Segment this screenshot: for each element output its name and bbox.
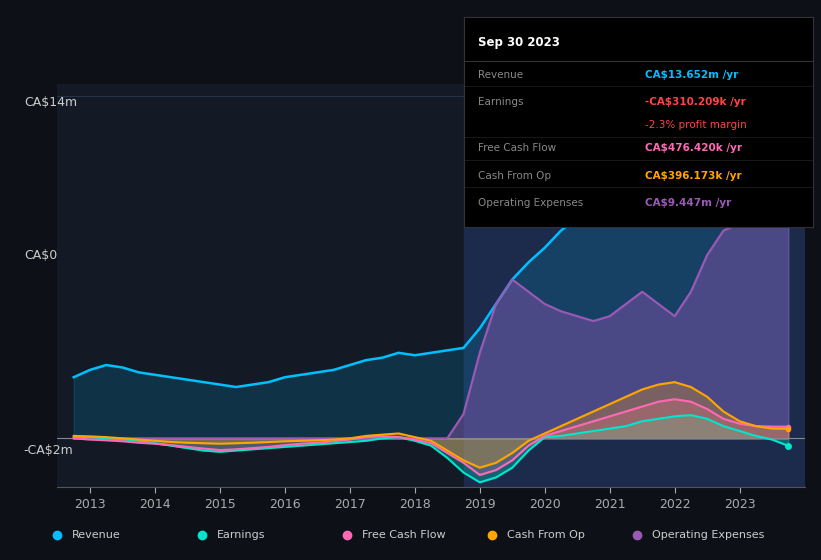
Text: Free Cash Flow: Free Cash Flow	[362, 530, 446, 540]
Text: Earnings: Earnings	[217, 530, 266, 540]
Text: Revenue: Revenue	[72, 530, 121, 540]
Text: CA$476.420k /yr: CA$476.420k /yr	[645, 143, 742, 153]
Text: Sep 30 2023: Sep 30 2023	[478, 36, 560, 49]
Text: -CA$310.209k /yr: -CA$310.209k /yr	[645, 97, 746, 107]
Text: CA$0: CA$0	[24, 249, 57, 262]
Text: -2.3% profit margin: -2.3% profit margin	[645, 120, 747, 130]
Bar	[464, 84, 805, 487]
Text: Revenue: Revenue	[478, 70, 523, 80]
Text: CA$396.173k /yr: CA$396.173k /yr	[645, 171, 742, 180]
Text: Operating Expenses: Operating Expenses	[652, 530, 764, 540]
Text: CA$9.447m /yr: CA$9.447m /yr	[645, 198, 732, 208]
Text: -CA$2m: -CA$2m	[24, 445, 74, 458]
Text: Cash From Op: Cash From Op	[507, 530, 585, 540]
Text: Earnings: Earnings	[478, 97, 523, 107]
Text: Cash From Op: Cash From Op	[478, 171, 551, 180]
Text: CA$14m: CA$14m	[24, 96, 77, 109]
Text: Operating Expenses: Operating Expenses	[478, 198, 583, 208]
Text: Free Cash Flow: Free Cash Flow	[478, 143, 556, 153]
Text: CA$13.652m /yr: CA$13.652m /yr	[645, 70, 739, 80]
